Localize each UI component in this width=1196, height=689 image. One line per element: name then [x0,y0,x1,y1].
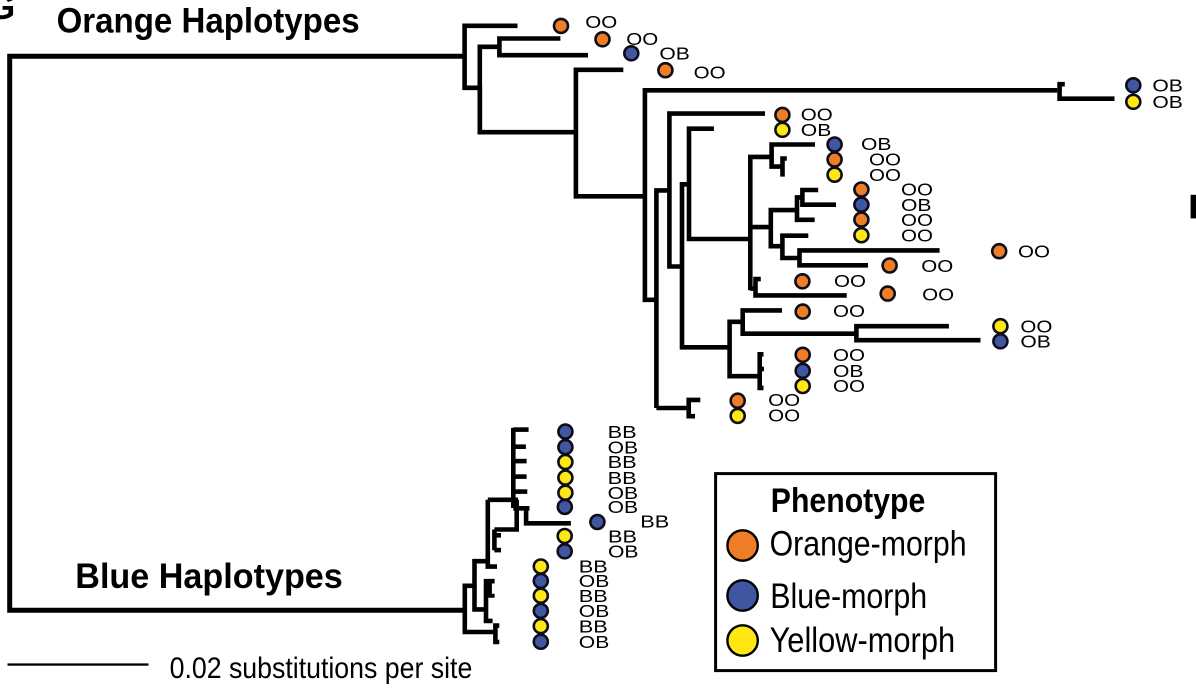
svg-text:OO: OO [901,210,933,230]
svg-text:OB: OB [1152,92,1183,112]
svg-text:BB: BB [608,422,637,442]
svg-text:OB: OB [608,483,639,503]
svg-text:OB: OB [659,43,690,63]
svg-text:OB: OB [608,542,639,562]
svg-text:OO: OO [901,225,933,245]
svg-text:Phenotype: Phenotype [771,482,926,520]
svg-text:BB: BB [579,586,608,606]
svg-text:OO: OO [694,63,726,83]
svg-text:OO: OO [922,285,954,305]
svg-text:OB: OB [579,571,610,591]
svg-text:BB: BB [579,616,608,636]
svg-text:OO: OO [834,271,866,291]
svg-text:Orange-morph: Orange-morph [770,525,967,564]
svg-text:OB: OB [1020,332,1051,352]
svg-text:OB: OB [608,437,639,457]
svg-text:OO: OO [833,376,865,396]
svg-text:OO: OO [768,390,800,410]
svg-text:BB: BB [579,557,608,577]
svg-text:OB: OB [901,195,932,215]
svg-text:OB: OB [833,361,864,381]
svg-text:Yellow-morph: Yellow-morph [770,621,956,660]
svg-text:OB: OB [801,120,832,140]
svg-text:OB: OB [1152,76,1183,96]
svg-text:OO: OO [1018,241,1050,261]
svg-text:BB: BB [608,527,637,547]
svg-text:BB: BB [608,452,637,472]
svg-text:OO: OO [585,12,617,32]
svg-text:OO: OO [768,406,800,426]
svg-text:0.02 substitutions per site: 0.02 substitutions per site [170,652,473,685]
svg-text:OB: OB [579,632,610,652]
svg-text:G: G [0,0,15,27]
svg-text:OO: OO [1020,316,1052,336]
svg-text:Orange Haplotypes: Orange Haplotypes [57,2,360,41]
svg-text:BB: BB [640,512,669,532]
svg-text:OO: OO [869,165,901,185]
svg-text:OO: OO [801,105,833,125]
svg-text:OO: OO [901,180,933,200]
svg-text:OB: OB [608,497,639,517]
svg-text:OO: OO [869,150,901,170]
svg-text:OO: OO [626,29,658,49]
svg-text:Blue-morph: Blue-morph [770,577,927,616]
svg-text:OO: OO [833,301,865,321]
svg-text:Blue Haplotypes: Blue Haplotypes [75,557,343,596]
svg-text:OB: OB [861,134,892,154]
svg-text:OB: OB [579,601,610,621]
svg-text:OO: OO [833,345,865,365]
svg-text:BB: BB [608,468,637,488]
svg-text:OO: OO [921,256,953,276]
